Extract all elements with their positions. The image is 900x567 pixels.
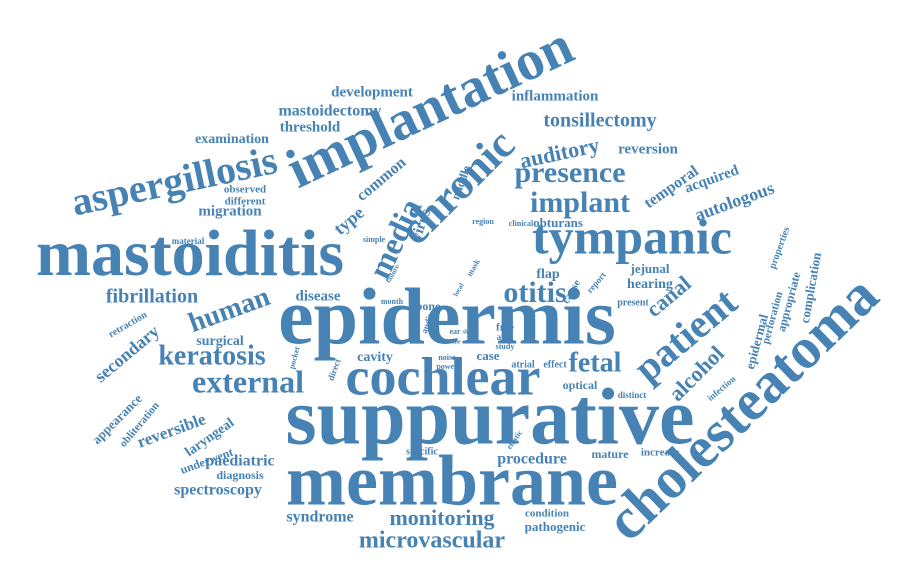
cloud-word-tonsillectomy: tonsillectomy (543, 110, 656, 132)
cloud-word-material: material (172, 236, 205, 246)
cloud-word-implant: implant (530, 186, 630, 219)
cloud-word-threshold: threshold (280, 119, 341, 135)
cloud-word-paediatric: paediatric (205, 453, 274, 470)
cloud-word-clinical: clinical (509, 219, 534, 228)
cloud-word-presence: presence (514, 156, 625, 189)
cloud-word-suppurative: suppurative (286, 373, 695, 461)
cloud-word-otitis: otitis (503, 276, 566, 309)
cloud-word-specific: specific (406, 446, 438, 457)
cloud-word-mastoidectomy: mastoidectomy (278, 103, 381, 120)
cloud-word-cochlear: cochlear (346, 346, 541, 406)
cloud-word-fibrillation: fibrillation (106, 286, 198, 308)
cloud-word-epidermis: epidermis (278, 273, 616, 361)
cloud-word-bone: bone (416, 299, 441, 313)
cloud-word-time: time (449, 339, 461, 345)
cloud-word-procedure: procedure (497, 451, 567, 468)
cloud-word-hearing: hearing (627, 277, 673, 292)
cloud-word-atrial: atrial (511, 359, 535, 370)
cloud-word-case: case (476, 348, 499, 363)
cloud-word-diagnosis: diagnosis (216, 468, 264, 482)
cloud-word-simple: simple (363, 235, 386, 244)
cloud-word-external: external (192, 363, 304, 399)
cloud-word-skin: skin (463, 329, 474, 335)
cloud-word-development: development (331, 84, 413, 100)
cloud-word-distinct: distinct (618, 390, 647, 400)
cloud-word-obturans: obturans (533, 215, 583, 230)
cloud-word-syndrome: syndrome (286, 509, 353, 526)
cloud-word-condition: condition (525, 508, 569, 520)
cloud-word-noise: noise (438, 353, 456, 362)
cloud-word-cavity: cavity (357, 350, 393, 365)
cloud-word-month: month (381, 297, 404, 306)
cloud-word-present: present (617, 297, 649, 308)
cloud-word-microvascular: microvascular (359, 528, 506, 554)
cloud-word-properties: properties (767, 225, 792, 270)
cloud-word-jejunal: jejunal (630, 261, 670, 276)
cloud-word-optical: optical (563, 378, 598, 392)
cloud-word-power: power (436, 362, 458, 371)
cloud-word-disease: disease (296, 288, 341, 304)
cloud-word-pathogenic: pathogenic (525, 519, 586, 534)
cloud-word-examination: examination (195, 132, 269, 147)
cloud-word-inflammation: inflammation (512, 88, 599, 104)
cloud-word-free: free (496, 322, 514, 334)
cloud-word-keratosis: keratosis (158, 340, 265, 371)
cloud-word-surgical: surgical (196, 334, 244, 349)
cloud-word-ear: ear (449, 327, 461, 336)
cloud-word-effect: effect (543, 359, 567, 370)
cloud-word-reversion: reversion (618, 141, 678, 157)
cloud-word-mature: mature (591, 447, 629, 461)
cloud-word-study: study (496, 342, 515, 351)
cloud-word-tympanic: tympanic (532, 208, 732, 264)
cloud-word-different: different (225, 196, 266, 208)
cloud-word-spectroscopy: spectroscopy (174, 482, 262, 499)
cloud-word-mastoiditis: mastoiditis (36, 217, 344, 290)
cloud-word-area: area (497, 332, 514, 342)
cloud-word-fetal: fetal (569, 347, 622, 378)
cloud-word-flap: flap (536, 267, 560, 282)
cloud-word-region: region (472, 217, 494, 226)
cloud-word-increase: increase (641, 447, 679, 459)
cloud-word-observed: observed (224, 184, 266, 196)
cloud-word-migration: migration (198, 203, 262, 219)
cloud-word-membrane: membrane (286, 441, 618, 521)
cloud-word-monitoring: monitoring (389, 505, 494, 530)
